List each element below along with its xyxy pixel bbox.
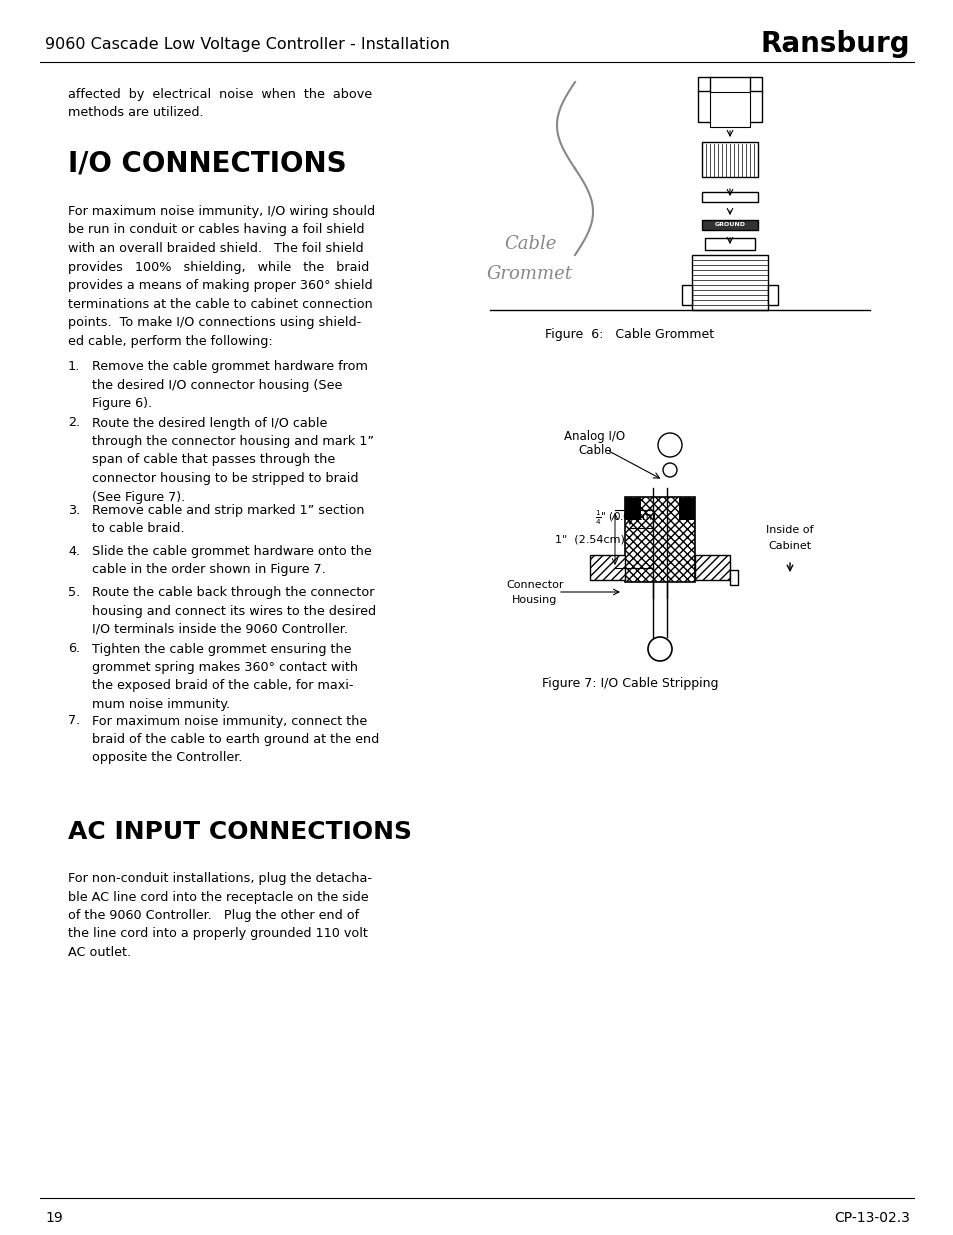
Bar bbox=[695, 555, 729, 580]
Text: Route the desired length of I/O cable
through the connector housing and mark 1”
: Route the desired length of I/O cable th… bbox=[91, 416, 374, 504]
Text: Cable: Cable bbox=[578, 445, 611, 457]
Text: Slide the cable grommet hardware onto the
cable in the order shown in Figure 7.: Slide the cable grommet hardware onto th… bbox=[91, 545, 372, 577]
Text: 19: 19 bbox=[45, 1212, 63, 1225]
Bar bbox=[704, 238, 754, 249]
Bar bbox=[589, 555, 624, 580]
Text: 4.: 4. bbox=[68, 545, 80, 558]
Text: 9060 Cascade Low Voltage Controller - Installation: 9060 Cascade Low Voltage Controller - In… bbox=[45, 37, 450, 52]
Text: Cable: Cable bbox=[503, 235, 556, 253]
Text: 3.: 3. bbox=[68, 504, 80, 517]
Text: Housing: Housing bbox=[512, 595, 558, 605]
Text: For non-conduit installations, plug the detacha-
ble AC line cord into the recep: For non-conduit installations, plug the … bbox=[68, 872, 372, 960]
Text: Grommet: Grommet bbox=[486, 266, 573, 283]
Text: Cabinet: Cabinet bbox=[767, 541, 811, 551]
Bar bbox=[701, 142, 758, 177]
Text: Route the cable back through the connector
housing and connect its wires to the : Route the cable back through the connect… bbox=[91, 585, 375, 636]
Text: Connector: Connector bbox=[506, 580, 563, 590]
Text: GROUND: GROUND bbox=[714, 222, 744, 227]
Text: 2.: 2. bbox=[68, 416, 80, 430]
Text: Ransburg: Ransburg bbox=[760, 30, 909, 58]
Text: 6.: 6. bbox=[68, 642, 80, 656]
Text: Remove cable and strip marked 1” section
to cable braid.: Remove cable and strip marked 1” section… bbox=[91, 504, 364, 536]
Text: Inside of: Inside of bbox=[765, 525, 813, 535]
Text: 1"  (2.54cm): 1" (2.54cm) bbox=[555, 535, 624, 545]
Bar bbox=[767, 285, 778, 305]
Text: 5.: 5. bbox=[68, 585, 80, 599]
Bar bbox=[709, 91, 749, 127]
Bar bbox=[698, 77, 761, 122]
Text: Analog I/O: Analog I/O bbox=[564, 430, 625, 443]
Text: I/O CONNECTIONS: I/O CONNECTIONS bbox=[68, 149, 346, 178]
Bar bbox=[681, 285, 691, 305]
Text: AC INPUT CONNECTIONS: AC INPUT CONNECTIONS bbox=[68, 820, 412, 844]
Text: 7.: 7. bbox=[68, 715, 80, 727]
Bar bbox=[624, 496, 695, 582]
Text: Figure  6:   Cable Grommet: Figure 6: Cable Grommet bbox=[545, 329, 714, 341]
Bar bbox=[701, 191, 758, 203]
Text: For maximum noise immunity, I/O wiring should
be run in conduit or cables having: For maximum noise immunity, I/O wiring s… bbox=[68, 205, 375, 347]
Bar bbox=[652, 510, 666, 529]
Text: $\frac{1}{4}$" (0.64cm): $\frac{1}{4}$" (0.64cm) bbox=[595, 509, 657, 527]
Text: affected  by  electrical  noise  when  the  above
methods are utilized.: affected by electrical noise when the ab… bbox=[68, 88, 372, 120]
Bar bbox=[691, 254, 767, 310]
Bar bbox=[729, 571, 738, 585]
Bar bbox=[701, 220, 758, 230]
Bar bbox=[652, 529, 666, 546]
Bar bbox=[679, 498, 695, 520]
Text: 1.: 1. bbox=[68, 359, 80, 373]
Text: CP-13-02.3: CP-13-02.3 bbox=[833, 1212, 909, 1225]
Text: For maximum noise immunity, connect the
braid of the cable to earth ground at th: For maximum noise immunity, connect the … bbox=[91, 715, 379, 764]
Bar bbox=[624, 498, 640, 520]
Text: Figure 7: I/O Cable Stripping: Figure 7: I/O Cable Stripping bbox=[541, 677, 718, 690]
Text: Remove the cable grommet hardware from
the desired I/O connector housing (See
Fi: Remove the cable grommet hardware from t… bbox=[91, 359, 368, 410]
Text: Tighten the cable grommet ensuring the
grommet spring makes 360° contact with
th: Tighten the cable grommet ensuring the g… bbox=[91, 642, 357, 711]
